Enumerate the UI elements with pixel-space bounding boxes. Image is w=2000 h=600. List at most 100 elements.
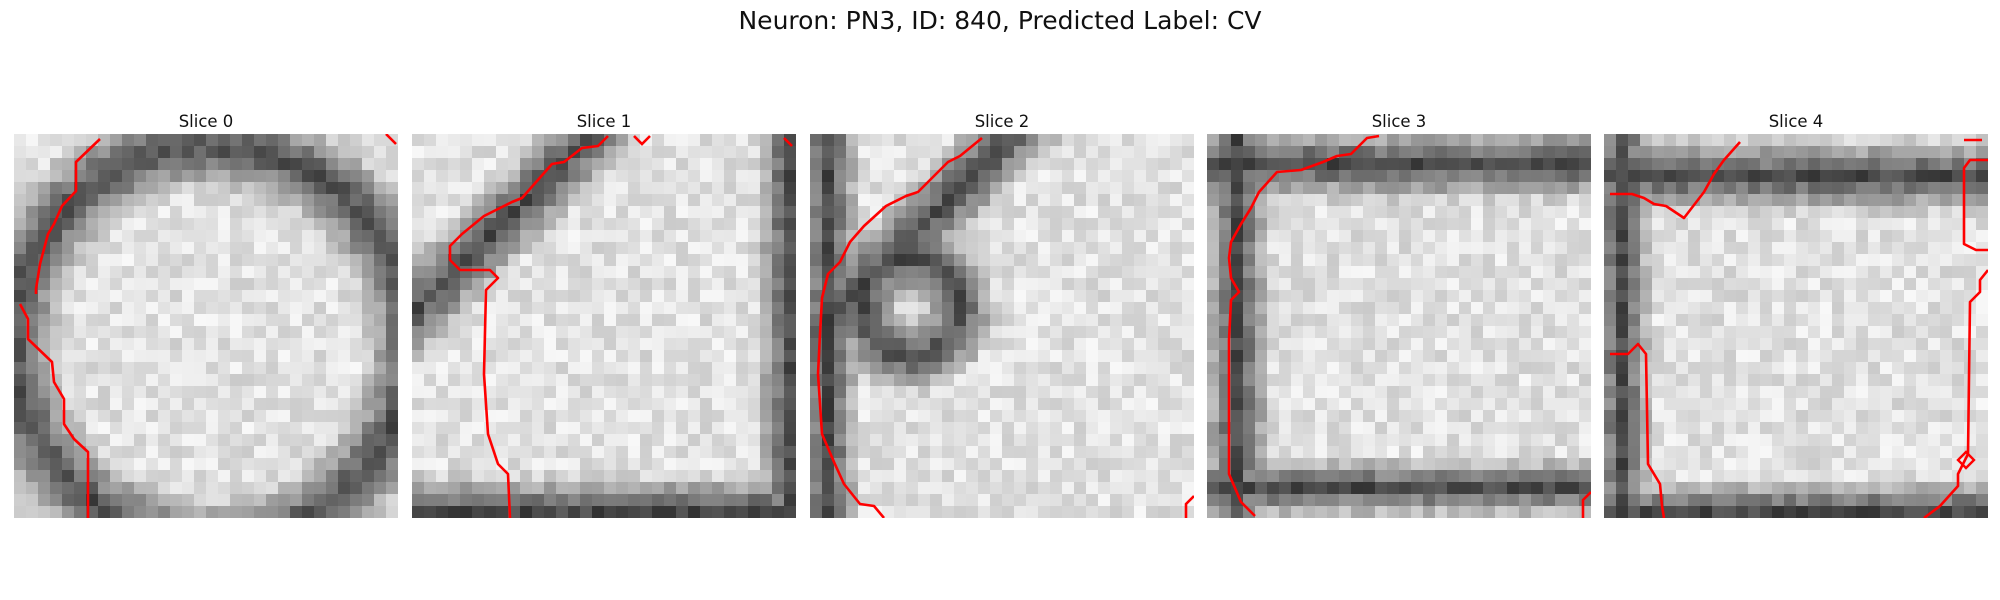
image-pixel bbox=[436, 446, 449, 459]
image-pixel bbox=[882, 230, 895, 243]
image-pixel bbox=[50, 398, 63, 411]
image-pixel bbox=[1808, 254, 1821, 267]
image-pixel bbox=[724, 230, 737, 243]
image-pixel bbox=[302, 362, 315, 375]
image-pixel bbox=[194, 218, 207, 231]
image-pixel bbox=[846, 158, 859, 171]
image-pixel bbox=[544, 242, 557, 255]
image-pixel bbox=[858, 230, 871, 243]
image-pixel bbox=[26, 494, 39, 507]
image-pixel bbox=[290, 446, 303, 459]
image-pixel bbox=[508, 254, 521, 267]
slice-title: Slice 3 bbox=[1371, 112, 1427, 131]
image-pixel bbox=[242, 446, 255, 459]
image-pixel bbox=[412, 170, 425, 183]
image-pixel bbox=[1976, 254, 1988, 267]
image-pixel bbox=[1567, 470, 1580, 483]
image-pixel bbox=[1531, 314, 1544, 327]
image-pixel bbox=[1964, 386, 1977, 399]
image-pixel bbox=[1026, 398, 1039, 411]
image-pixel bbox=[26, 170, 39, 183]
image-pixel bbox=[1760, 446, 1773, 459]
image-pixel bbox=[700, 494, 713, 507]
image-pixel bbox=[62, 218, 75, 231]
image-pixel bbox=[846, 278, 859, 291]
image-pixel bbox=[1339, 470, 1352, 483]
image-pixel bbox=[254, 182, 267, 195]
image-pixel bbox=[1098, 134, 1111, 147]
image-pixel bbox=[472, 206, 485, 219]
image-pixel bbox=[918, 386, 931, 399]
image-pixel bbox=[1904, 398, 1917, 411]
image-pixel bbox=[556, 230, 569, 243]
image-pixel bbox=[1567, 254, 1580, 267]
image-pixel bbox=[520, 386, 533, 399]
image-pixel bbox=[1110, 206, 1123, 219]
image-pixel bbox=[652, 506, 665, 518]
image-pixel bbox=[520, 350, 533, 363]
image-pixel bbox=[50, 266, 63, 279]
image-pixel bbox=[110, 494, 123, 507]
image-pixel bbox=[448, 410, 461, 423]
image-pixel bbox=[424, 242, 437, 255]
image-pixel bbox=[918, 458, 931, 471]
image-pixel bbox=[350, 158, 363, 171]
image-pixel bbox=[1146, 218, 1159, 231]
image-pixel bbox=[278, 146, 291, 159]
image-pixel bbox=[242, 362, 255, 375]
image-pixel bbox=[1122, 482, 1135, 495]
image-pixel bbox=[990, 458, 1003, 471]
image-pixel bbox=[1784, 350, 1797, 363]
image-pixel bbox=[158, 278, 171, 291]
image-pixel bbox=[1964, 182, 1977, 195]
image-pixel bbox=[712, 446, 725, 459]
image-pixel bbox=[1964, 206, 1977, 219]
image-pixel bbox=[748, 182, 761, 195]
image-pixel bbox=[1255, 446, 1268, 459]
image-pixel bbox=[520, 362, 533, 375]
image-pixel bbox=[1110, 374, 1123, 387]
image-pixel bbox=[14, 422, 27, 435]
image-pixel bbox=[1411, 470, 1424, 483]
image-pixel bbox=[412, 362, 425, 375]
image-pixel bbox=[1327, 386, 1340, 399]
image-pixel bbox=[302, 434, 315, 447]
image-pixel bbox=[580, 338, 593, 351]
image-pixel bbox=[942, 422, 955, 435]
image-pixel bbox=[760, 242, 773, 255]
image-pixel bbox=[290, 410, 303, 423]
image-pixel bbox=[1182, 242, 1194, 255]
image-pixel bbox=[1086, 146, 1099, 159]
image-pixel bbox=[1796, 182, 1809, 195]
image-pixel bbox=[508, 242, 521, 255]
image-pixel bbox=[412, 422, 425, 435]
image-pixel bbox=[1748, 266, 1761, 279]
image-pixel bbox=[1712, 338, 1725, 351]
image-pixel bbox=[1700, 266, 1713, 279]
image-pixel bbox=[496, 254, 509, 267]
image-pixel bbox=[1748, 290, 1761, 303]
image-pixel bbox=[1820, 254, 1833, 267]
image-pixel bbox=[810, 230, 823, 243]
image-pixel bbox=[1399, 446, 1412, 459]
image-pixel bbox=[664, 158, 677, 171]
image-pixel bbox=[1483, 242, 1496, 255]
image-pixel bbox=[1279, 158, 1292, 171]
image-pixel bbox=[676, 338, 689, 351]
image-pixel bbox=[1110, 482, 1123, 495]
image-pixel bbox=[326, 362, 339, 375]
image-pixel bbox=[652, 146, 665, 159]
image-pixel bbox=[1086, 206, 1099, 219]
image-pixel bbox=[1435, 422, 1448, 435]
image-pixel bbox=[772, 302, 785, 315]
image-pixel bbox=[496, 158, 509, 171]
image-pixel bbox=[182, 146, 195, 159]
image-pixel bbox=[254, 326, 267, 339]
image-pixel bbox=[472, 410, 485, 423]
image-pixel bbox=[810, 242, 823, 255]
image-pixel bbox=[628, 266, 641, 279]
image-pixel bbox=[1483, 362, 1496, 375]
image-pixel bbox=[1086, 182, 1099, 195]
image-pixel bbox=[568, 458, 581, 471]
image-pixel bbox=[1435, 458, 1448, 471]
